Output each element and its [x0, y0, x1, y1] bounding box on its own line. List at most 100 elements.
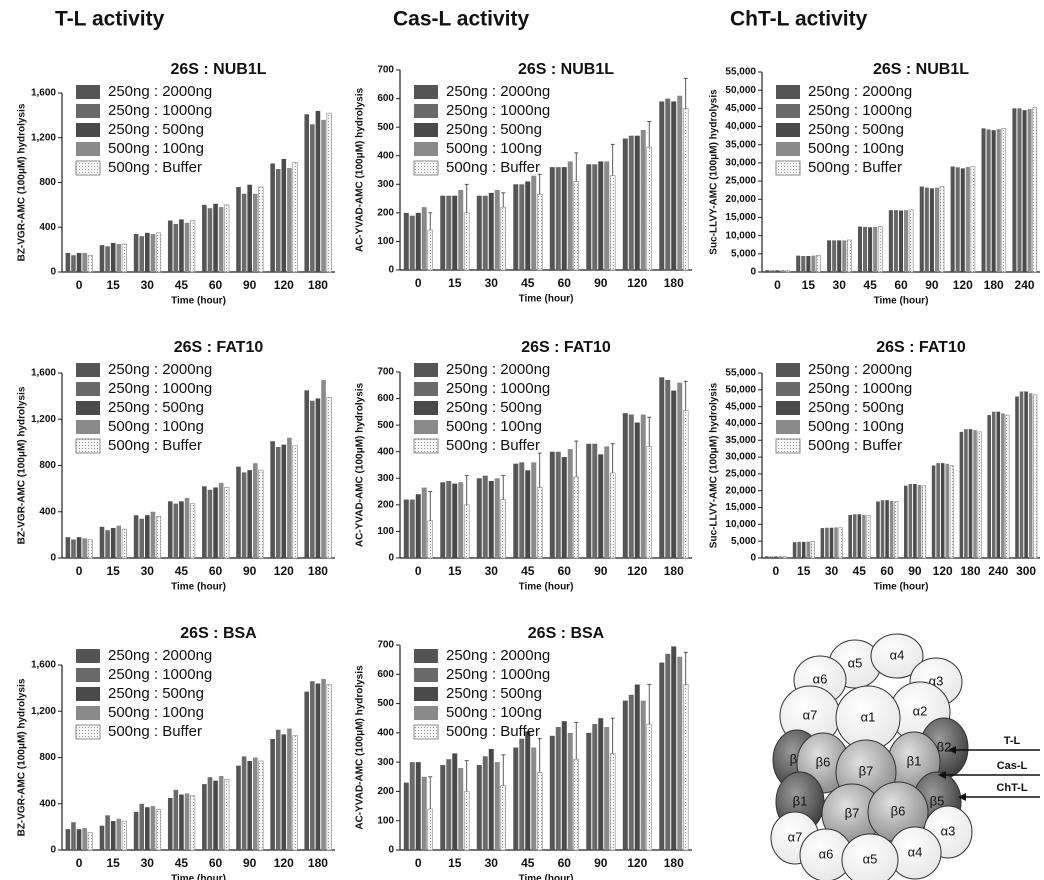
bar [224, 487, 229, 558]
bar [832, 240, 836, 272]
bar [304, 114, 309, 272]
bar [304, 390, 309, 558]
bar [179, 501, 184, 558]
y-tick-label: 30,000 [725, 452, 756, 463]
x-tick-label: 15 [107, 278, 121, 292]
bar [77, 253, 82, 272]
x-tick-label: 300 [1016, 564, 1036, 578]
bar [156, 516, 161, 558]
bar [592, 164, 597, 270]
bar [247, 185, 252, 272]
bar [802, 542, 806, 558]
bar [1023, 110, 1027, 272]
bar [190, 796, 195, 850]
bar [489, 193, 494, 270]
bar [151, 234, 156, 272]
bar [452, 484, 457, 558]
legend-label: 250ng : 1000ng [108, 380, 212, 397]
bar [416, 213, 421, 270]
bar [410, 762, 415, 850]
legend-label: 250ng : 500ng [446, 399, 542, 416]
bar [253, 758, 258, 851]
bar [945, 464, 949, 558]
bar [909, 210, 913, 272]
y-tick-label: 200 [377, 499, 394, 510]
arrow-label: T-L [1004, 735, 1021, 747]
bar [71, 255, 76, 272]
bar [765, 556, 769, 558]
bar [179, 795, 184, 851]
legend-label: 250ng : 2000ng [446, 83, 550, 100]
bar [202, 784, 207, 850]
bar [82, 828, 87, 850]
bar [604, 446, 609, 558]
bar [894, 501, 898, 558]
legend-swatch [76, 668, 100, 682]
x-tick-label: 60 [558, 276, 572, 290]
x-axis-label: Time (hour) [171, 874, 226, 880]
legend-swatch [76, 123, 100, 137]
x-tick-label: 30 [141, 856, 155, 870]
legend-swatch [76, 85, 100, 99]
bar [446, 481, 451, 558]
y-tick-label: 35,000 [725, 435, 756, 446]
bar [956, 167, 960, 272]
bar [951, 167, 955, 272]
x-tick-label: 15 [448, 564, 462, 578]
legend-swatch [776, 382, 800, 396]
legend-label: 250ng : 1000ng [446, 102, 550, 119]
bar [1033, 108, 1037, 272]
x-tick-label: 90 [594, 856, 608, 870]
bar [156, 810, 161, 850]
figure: T-L activity Cas-L activity ChT-L activi… [0, 0, 1044, 880]
bar [316, 111, 321, 272]
bar [282, 445, 287, 558]
bar [111, 528, 116, 558]
bar [604, 727, 609, 850]
legend-label: 250ng : 500ng [108, 121, 204, 138]
x-tick-label: 45 [521, 276, 535, 290]
chart-title: 26S : NUB1L [873, 61, 969, 78]
y-tick-label: 30,000 [725, 158, 756, 169]
bar [410, 500, 415, 558]
bar [683, 109, 688, 270]
y-tick-label: 600 [377, 93, 394, 104]
y-tick-label: 1,200 [31, 706, 56, 717]
bar [270, 163, 275, 272]
bar [562, 167, 567, 270]
bar [174, 504, 179, 558]
legend-label: 500ng : 100ng [446, 140, 542, 157]
bar [598, 718, 603, 850]
legend-swatch [76, 420, 100, 434]
y-tick-label: 0 [388, 553, 394, 564]
bar [259, 187, 264, 272]
subunit-label: β6 [816, 754, 831, 769]
bar [501, 207, 506, 270]
y-tick-label: 700 [377, 65, 394, 76]
bar [659, 377, 664, 558]
bar [647, 147, 652, 270]
bar [428, 521, 433, 558]
y-tick-label: 100 [377, 815, 394, 826]
bar [270, 441, 275, 558]
bar [116, 819, 121, 850]
bar [992, 130, 996, 272]
bar [568, 161, 573, 270]
bar [623, 701, 628, 850]
bar [253, 194, 258, 272]
y-tick-label: 400 [377, 446, 394, 457]
y-tick-label: 15,000 [725, 502, 756, 513]
subunit-label: β1 [793, 793, 808, 808]
legend-swatch [76, 363, 100, 377]
bar [770, 556, 774, 558]
bar [327, 113, 332, 272]
bar [287, 438, 292, 558]
x-tick-label: 180 [664, 564, 684, 578]
bar [477, 478, 482, 558]
subunit-label: β1 [907, 753, 922, 768]
legend-label: 250ng : 500ng [808, 399, 904, 416]
bar [677, 657, 682, 850]
bar [276, 447, 281, 558]
x-tick-label: 45 [175, 856, 189, 870]
legend-swatch [76, 161, 100, 175]
